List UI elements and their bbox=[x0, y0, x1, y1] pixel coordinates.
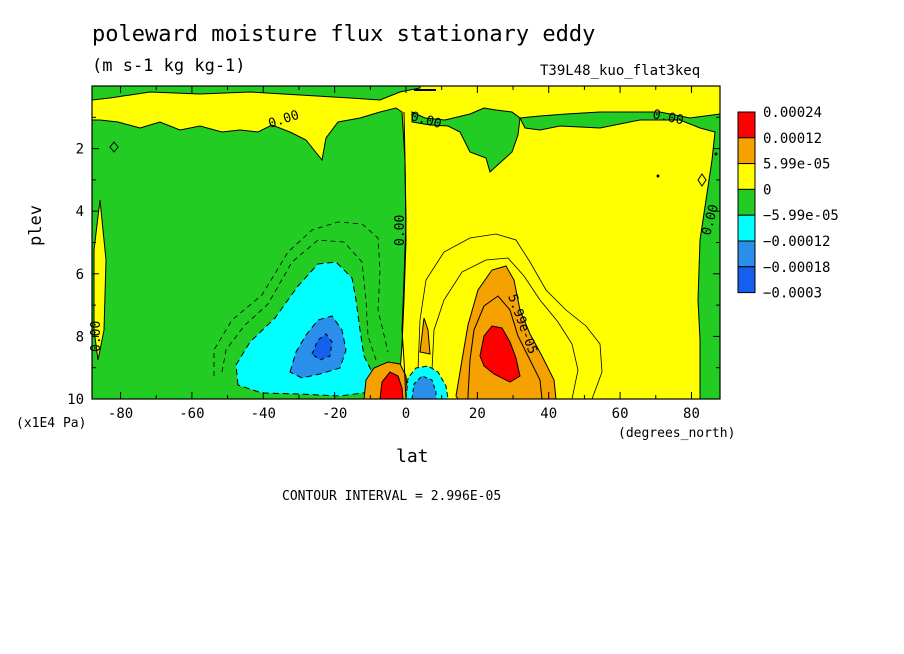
legend-level-label: −0.00012 bbox=[763, 234, 830, 250]
x-tick-label: -60 bbox=[179, 406, 204, 422]
legend-level-label: 0 bbox=[763, 182, 771, 198]
equatorial-positive-red bbox=[379, 371, 404, 399]
y-tick-label: 10 bbox=[67, 392, 84, 408]
legend-level-label: −0.00018 bbox=[763, 260, 830, 276]
small-dot-right bbox=[656, 174, 660, 178]
negative-contour-mid bbox=[221, 239, 377, 373]
dataset-label: T39L48_kuo_flat3keq bbox=[540, 63, 701, 79]
legend-level-label: 0.00012 bbox=[763, 131, 822, 147]
chart-title: poleward moisture flux stationary eddy bbox=[92, 22, 596, 47]
legend-swatch bbox=[737, 214, 756, 242]
x-axis-units: (degrees_north) bbox=[618, 426, 736, 441]
small-positive-diamond-right bbox=[697, 173, 707, 187]
small-positive-patch-left bbox=[93, 199, 107, 361]
legend-swatch bbox=[737, 111, 756, 139]
legend-level-label: 5.99e-05 bbox=[763, 157, 830, 173]
negative-region-northern-band bbox=[519, 111, 720, 399]
positive-lobe-red bbox=[479, 325, 521, 383]
x-tick-label: -80 bbox=[108, 406, 133, 422]
legend-swatch bbox=[737, 240, 756, 268]
positive-contour-thin-inner bbox=[431, 257, 579, 399]
y-axis-units: (x1E4 Pa) bbox=[16, 416, 87, 431]
x-axis-label: lat bbox=[396, 446, 429, 467]
y-tick-label: 4 bbox=[76, 204, 84, 220]
positive-sliver-5n bbox=[419, 317, 431, 355]
color-legend: 0.00024 0.00012 5.99e-05 0 −5.99e-05 −0.00012… bbox=[737, 105, 839, 302]
x-tick-label: 20 bbox=[469, 406, 486, 422]
legend-level-label: −5.99e-05 bbox=[763, 208, 839, 224]
contour-label: 0.00 bbox=[651, 107, 685, 128]
negative-region-top-left bbox=[92, 86, 421, 101]
contour-interval-text: CONTOUR INTERVAL = 2.996E-05 bbox=[282, 489, 502, 504]
positive-contour-thin-outer bbox=[417, 233, 603, 399]
negative-contour-outer bbox=[213, 221, 389, 376]
top-edge-marker bbox=[414, 89, 436, 91]
small-negative-diamond-left bbox=[109, 141, 119, 153]
contour-label: 0.00 bbox=[393, 215, 408, 246]
small-dot-right-top bbox=[714, 152, 718, 156]
legend-swatch bbox=[737, 188, 756, 216]
x-tick-label: 40 bbox=[540, 406, 557, 422]
x-tick-label: 80 bbox=[683, 406, 700, 422]
legend-swatch bbox=[737, 163, 756, 190]
x-tick-label: -40 bbox=[251, 406, 276, 422]
legend-level-label: −0.0003 bbox=[763, 286, 822, 302]
zero-contour-equator bbox=[401, 111, 407, 399]
x-tick-label: -20 bbox=[322, 406, 347, 422]
x-tick-label: 0 bbox=[402, 406, 410, 422]
negative-region-northern-top bbox=[411, 107, 521, 173]
plot-area bbox=[92, 86, 720, 399]
negative-lobe-blue-dark bbox=[311, 333, 333, 361]
legend-swatch bbox=[737, 137, 756, 165]
y-tick-label: 6 bbox=[76, 267, 84, 283]
chart-units: (m s-1 kg kg-1) bbox=[92, 56, 246, 76]
x-tick-label: 60 bbox=[612, 406, 629, 422]
x-axis: -80 -60 -40 -20 0 20 40 60 80 bbox=[108, 86, 700, 422]
equatorial-negative-blue bbox=[411, 375, 437, 399]
y-tick-label: 8 bbox=[76, 329, 84, 345]
legend-level-label: 0.00024 bbox=[763, 105, 822, 121]
legend-swatch bbox=[737, 266, 756, 294]
y-axis: 2 4 6 8 10 bbox=[67, 116, 720, 408]
y-tick-label: 2 bbox=[76, 142, 84, 158]
